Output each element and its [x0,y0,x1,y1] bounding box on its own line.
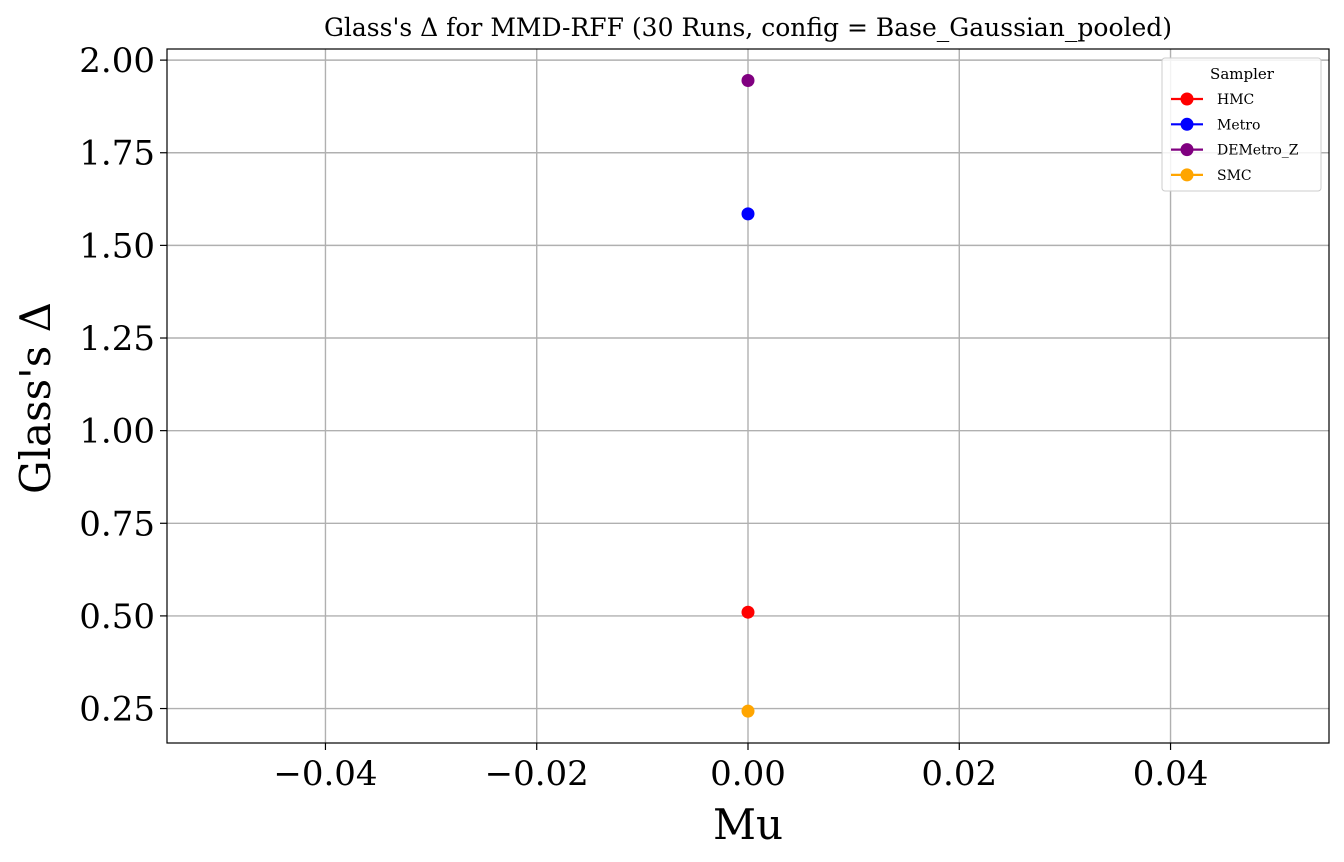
legend-label-hmc: HMC [1217,92,1254,108]
x-axis-ticks: −0.04 −0.02 0.00 0.02 0.04 [273,743,1208,794]
legend-title: Sampler [1210,65,1275,83]
x-tick-label: −0.04 [273,754,377,794]
gridlines [167,49,1329,743]
legend-entries: HMC Metro DEMetro_Z SMC [1171,92,1299,184]
y-tick-label: 2.00 [79,41,155,81]
x-axis-label: Mu [713,800,783,849]
y-tick-label: 0.75 [79,504,155,544]
x-tick-label: −0.02 [485,754,589,794]
y-tick-label: 1.00 [79,412,155,452]
y-tick-label: 1.75 [79,134,155,174]
y-tick-label: 1.50 [79,226,155,266]
y-tick-label: 1.25 [79,319,155,359]
legend-marker-hmc [1180,92,1194,106]
chart-title: Glass's Δ for MMD-RFF (30 Runs, config =… [324,13,1172,42]
legend-marker-smc [1180,168,1194,182]
legend-label-metro: Metro [1217,117,1260,133]
x-tick-label: 0.00 [710,754,786,794]
legend-label-demetro-z: DEMetro_Z [1217,143,1299,159]
y-tick-label: 0.50 [79,597,155,637]
x-tick-label: 0.02 [921,754,997,794]
legend-box [1161,57,1322,192]
data-point-metro [741,207,755,221]
y-axis-label: Glass's Δ [11,302,60,494]
data-point-demetro-z [741,73,755,87]
y-axis-ticks: 0.25 0.50 0.75 1.00 1.25 1.50 1.75 2.00 [79,41,167,730]
legend-marker-demetro-z [1180,143,1194,157]
legend-marker-metro [1180,117,1194,131]
data-point-smc [741,704,755,718]
legend-label-smc: SMC [1217,168,1252,184]
x-tick-label: 0.04 [1133,754,1209,794]
data-point-hmc [741,605,755,619]
data-points [741,73,755,718]
legend: Sampler HMC Metro DEMetro_Z SMC [1161,57,1322,192]
y-tick-label: 0.25 [79,690,155,730]
